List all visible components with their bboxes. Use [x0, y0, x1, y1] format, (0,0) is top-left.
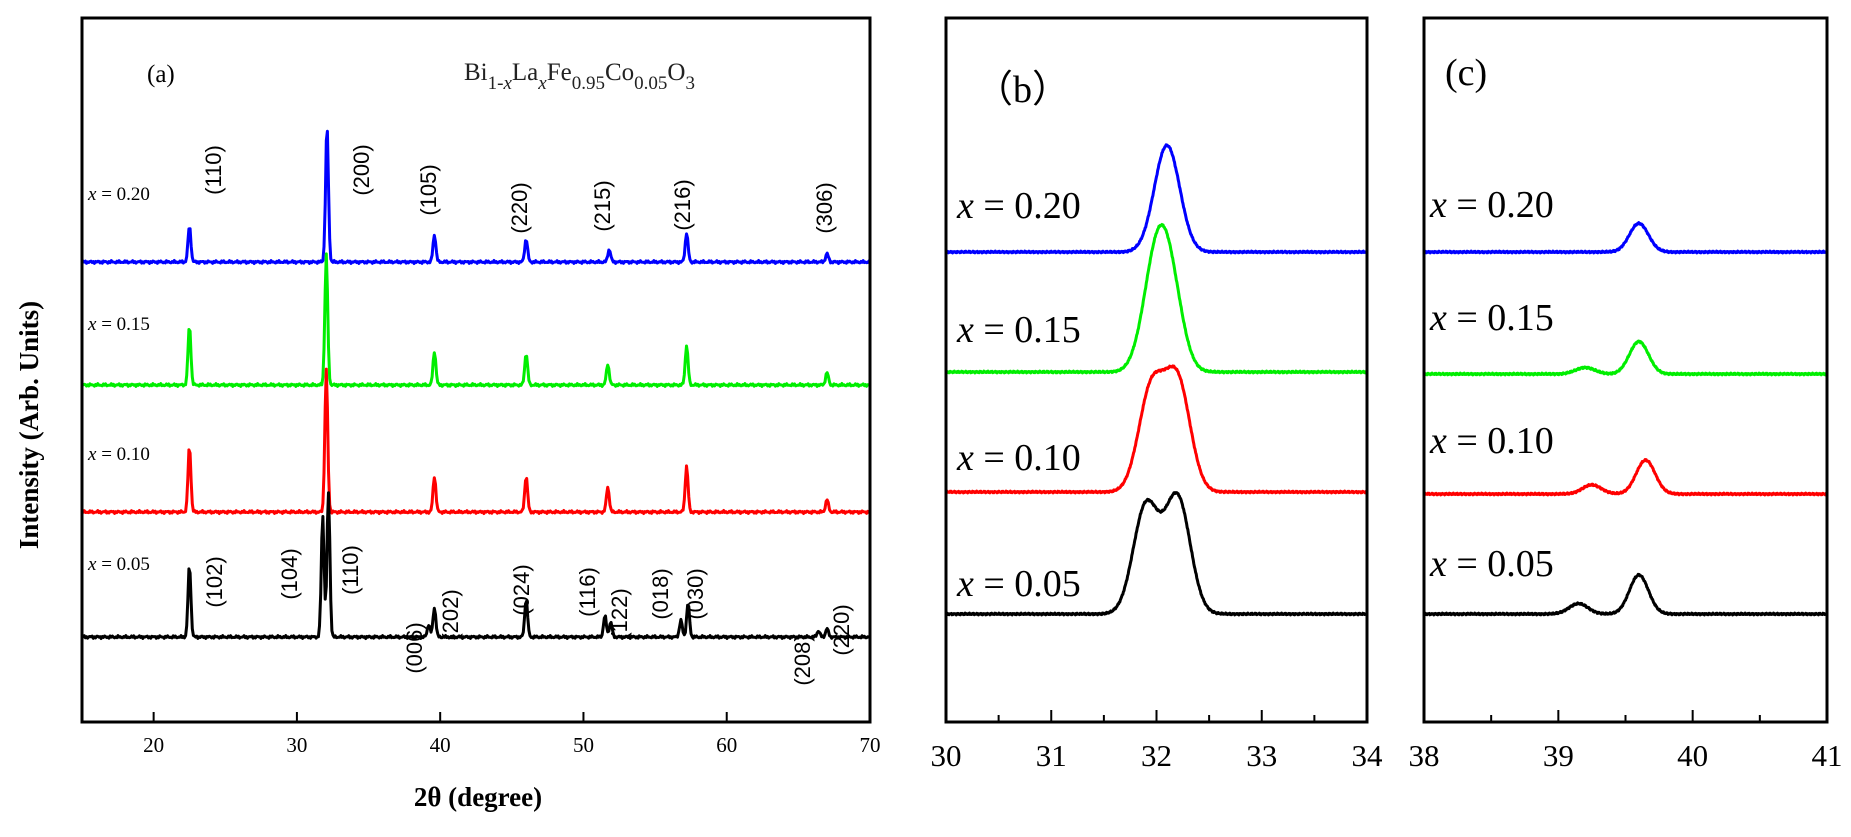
- x-tick-label-c: 40: [1677, 738, 1708, 773]
- series-line-c-x0_15: [1423, 339, 1828, 377]
- hkl-top-5: (216): [670, 179, 695, 230]
- x-tick-label-a: 50: [573, 733, 594, 757]
- hkl-bottom-5: (024): [509, 564, 534, 615]
- y-axis-label: Intensity (Arb. Units): [14, 301, 44, 549]
- series-line-a-x0_05: [81, 491, 872, 640]
- x-tick-label-c: 39: [1543, 738, 1574, 773]
- x-tick-label-b: 31: [1036, 738, 1067, 773]
- x-tick-label-a: 70: [860, 733, 881, 757]
- panel-label-c: (c): [1445, 52, 1487, 94]
- series-label-c-2: x = 0.10: [1429, 420, 1554, 462]
- series-line-b-x0_15: [945, 223, 1368, 375]
- x-tick-label-a: 20: [143, 733, 164, 757]
- composition-formula: Bi1-xLaxFe0.95Co0.05O3: [464, 59, 695, 94]
- hkl-top-1: (200): [349, 144, 374, 195]
- series-label-b-0: x = 0.20: [956, 185, 1081, 227]
- x-tick-label-b: 32: [1141, 738, 1172, 773]
- plot-frame-b: [944, 16, 1369, 724]
- hkl-bottom-7: (122): [607, 588, 632, 639]
- x-axis-label-a: 2θ (degree): [414, 782, 542, 812]
- hkl-bottom-11: (220): [829, 604, 854, 655]
- series-line-b-x0_20: [944, 143, 1369, 255]
- series-line-c-x0_10: [1422, 458, 1829, 497]
- hkl-top-3: (220): [507, 182, 532, 233]
- hkl-bottom-9: (030): [683, 568, 708, 619]
- hkl-bottom-10: (208): [790, 634, 815, 685]
- x-tick-label-a: 40: [430, 733, 451, 757]
- panel-a: Intensity (Arb. Units) 2θ (degree) (a) B…: [14, 16, 881, 812]
- series-label-a-1: x = 0.15: [87, 314, 150, 335]
- series-label-b-2: x = 0.10: [956, 437, 1081, 479]
- series-label-b-1: x = 0.15: [956, 309, 1081, 351]
- hkl-bottom-3: (006): [402, 622, 427, 673]
- hkl-bottom-8: (018): [648, 568, 673, 619]
- series-line-c-x0_20: [1422, 221, 1829, 255]
- series-label-a-0: x = 0.20: [87, 184, 150, 205]
- series-line-a-x0_15: [81, 252, 871, 388]
- series-line-b-x0_10: [944, 364, 1369, 495]
- hkl-bottom-0: (102): [202, 556, 227, 607]
- series-line-b-x0_05: [945, 491, 1369, 617]
- x-tick-label-a: 30: [286, 733, 307, 757]
- plot-frame-a: [80, 16, 872, 724]
- plot-frame-c: [1422, 16, 1829, 724]
- hkl-top-2: (105): [416, 164, 441, 215]
- series-line-a-x0_20: [81, 129, 872, 265]
- panel-b: （b） x = 0.20 x = 0.15 x = 0.10 x = 0.05 30 3…: [931, 16, 1384, 773]
- series-label-c-3: x = 0.05: [1429, 543, 1554, 585]
- hkl-bottom-1: (104): [277, 548, 302, 599]
- series-label-c-1: x = 0.15: [1429, 297, 1554, 339]
- hkl-bottom-4: (202): [438, 589, 463, 640]
- hkl-top-4: (215): [590, 180, 615, 231]
- hkl-top-6: (306): [812, 182, 837, 233]
- x-tick-label-c: 38: [1409, 738, 1440, 773]
- series-label-a-3: x = 0.05: [87, 554, 150, 575]
- x-tick-label-b: 34: [1352, 738, 1384, 773]
- panel-label-a: (a): [147, 61, 175, 88]
- panel-c: (c) x = 0.20 x = 0.15 x = 0.10 x = 0.05 38 3…: [1409, 16, 1843, 773]
- hkl-bottom-2: (110): [338, 545, 363, 595]
- series-label-c-0: x = 0.20: [1429, 184, 1554, 226]
- x-tick-label-b: 30: [931, 738, 962, 773]
- series-line-a-x0_10: [80, 367, 872, 515]
- series-line-c-x0_05: [1423, 572, 1829, 617]
- series-label-a-2: x = 0.10: [87, 444, 150, 465]
- hkl-top-0: (110): [201, 145, 226, 195]
- panel-label-b: （b）: [975, 69, 1070, 111]
- series-label-b-3: x = 0.05: [956, 563, 1081, 605]
- hkl-bottom-6: (116): [575, 567, 600, 617]
- x-tick-label-a: 60: [716, 733, 737, 757]
- x-tick-label-c: 41: [1812, 738, 1843, 773]
- x-tick-label-b: 33: [1246, 738, 1277, 773]
